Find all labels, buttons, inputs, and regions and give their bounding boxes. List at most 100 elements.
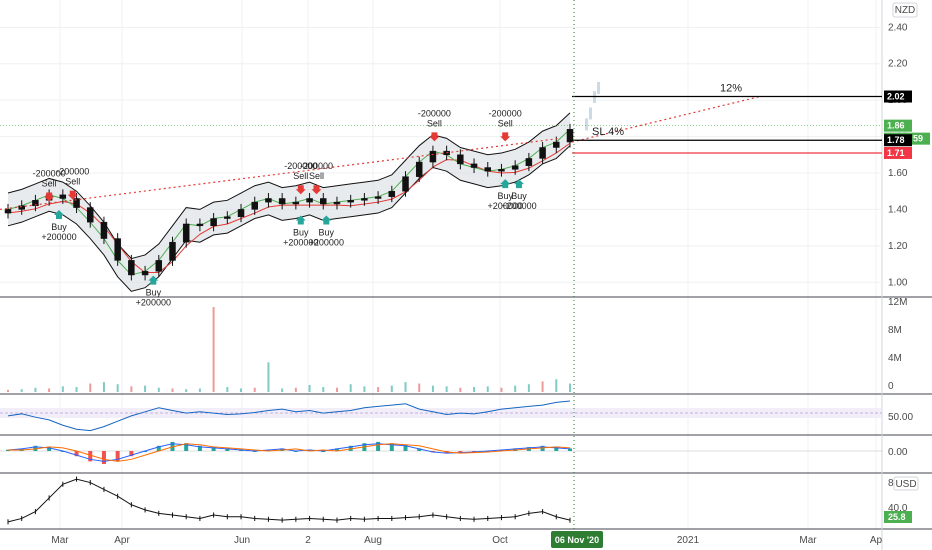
signal-buy-label-3: Buy bbox=[146, 288, 162, 298]
volume-bar bbox=[144, 385, 147, 392]
buy-arrow-icon bbox=[148, 275, 159, 285]
volume-tick-3: 0 bbox=[888, 381, 894, 392]
candle-body bbox=[59, 194, 67, 199]
candle-body bbox=[128, 260, 135, 276]
volume-bar bbox=[102, 382, 105, 392]
volume-bar bbox=[322, 387, 325, 392]
volume-bar bbox=[116, 384, 119, 392]
buy-arrow-icon bbox=[321, 215, 332, 225]
signal-sell-label-0: Sell bbox=[42, 178, 57, 188]
signal-sell-label-1: Sell bbox=[65, 177, 80, 187]
macd-histogram-bar bbox=[88, 451, 93, 462]
currency-label: NZD bbox=[895, 5, 916, 16]
macd-histogram-bar bbox=[225, 448, 230, 451]
signal-sell-qty-1: -200000 bbox=[56, 167, 89, 177]
price-badge-1 bbox=[884, 119, 912, 132]
volume-bar bbox=[171, 388, 174, 392]
candle-body bbox=[361, 198, 368, 201]
usd-tick-1: 40.0 bbox=[888, 503, 908, 514]
volume-bar bbox=[418, 383, 421, 392]
candle-body bbox=[470, 163, 478, 168]
candle-body bbox=[525, 158, 533, 166]
volume-bar bbox=[75, 387, 78, 392]
buy-arrow-icon bbox=[500, 179, 511, 189]
x-tick-5: Oct bbox=[492, 535, 508, 546]
candle-body bbox=[292, 201, 300, 205]
oscillator-line bbox=[7, 400, 571, 432]
buy-arrow-icon bbox=[295, 215, 306, 225]
volume-bar bbox=[294, 387, 297, 392]
macd-histogram-bar bbox=[129, 451, 134, 457]
volume-bar bbox=[308, 384, 311, 392]
volume-bar bbox=[61, 386, 64, 392]
sell-arrow-icon bbox=[429, 132, 440, 142]
volume-bar bbox=[7, 389, 9, 392]
volume-bar bbox=[363, 386, 366, 392]
sell-arrow-icon bbox=[295, 185, 306, 195]
candle-body bbox=[429, 150, 437, 163]
currency-box bbox=[892, 2, 918, 18]
projection-candle bbox=[585, 118, 588, 131]
volume-bar bbox=[486, 386, 489, 392]
volume-bar bbox=[404, 382, 407, 392]
x-tick-4: Aug bbox=[364, 535, 382, 546]
x-tick-0: Mar bbox=[51, 535, 69, 546]
candle-body bbox=[539, 147, 546, 159]
trendline-target bbox=[571, 95, 761, 143]
candle-body bbox=[73, 198, 80, 208]
macd-histogram-bar bbox=[33, 445, 38, 451]
candle-body bbox=[196, 223, 204, 227]
candle-body bbox=[100, 221, 108, 239]
oscillator-tick: 50.00 bbox=[888, 412, 913, 423]
candle-body bbox=[169, 241, 176, 261]
macd-signal-line bbox=[8, 443, 571, 462]
candle-body bbox=[484, 167, 492, 172]
x-tick-2: Jun bbox=[234, 535, 250, 546]
signal-buy-label-2: Buy bbox=[51, 222, 67, 232]
candle-body bbox=[182, 223, 190, 243]
bollinger-lower-line bbox=[7, 145, 571, 292]
candle-body bbox=[320, 198, 327, 205]
macd-histogram-bar bbox=[156, 445, 161, 451]
candle-body bbox=[374, 196, 382, 199]
signal-buy-label-7: Buy bbox=[319, 228, 335, 238]
candle-body bbox=[18, 205, 25, 210]
x-tick-7: Mar bbox=[799, 535, 817, 546]
volume-bar bbox=[212, 307, 215, 392]
sell-arrow-icon bbox=[67, 190, 78, 200]
volume-bar bbox=[349, 384, 352, 392]
volume-bar bbox=[240, 388, 243, 392]
candle-body bbox=[86, 207, 94, 223]
candle-body bbox=[210, 218, 217, 227]
candle-body bbox=[155, 260, 163, 272]
sell-arrow-icon bbox=[500, 132, 511, 142]
candle-body bbox=[415, 161, 423, 177]
price-badge-text-1: 1.86 bbox=[887, 121, 905, 131]
volume-bar bbox=[281, 388, 284, 392]
usd-tick-0: 8 bbox=[888, 478, 894, 489]
volume-bar bbox=[377, 387, 380, 392]
signal-sell-label-9: Sell bbox=[498, 118, 513, 128]
volume-bar bbox=[226, 387, 229, 392]
usd-currency-label: USD bbox=[895, 479, 916, 490]
signal-sell-qty-9: -200000 bbox=[489, 108, 522, 118]
macd-histogram-bar bbox=[74, 451, 79, 457]
price-tick-6: 1.20 bbox=[888, 241, 908, 252]
volume-bar bbox=[34, 387, 37, 392]
price-badge-0 bbox=[884, 90, 912, 103]
macd-histogram-bar bbox=[348, 445, 353, 451]
signal-sell-qty-5: -200000 bbox=[300, 161, 333, 171]
volume-bar bbox=[20, 389, 23, 392]
volume-bar bbox=[473, 387, 476, 392]
volume-bar bbox=[569, 383, 571, 392]
candle-body bbox=[32, 200, 39, 207]
macd-histogram-bar bbox=[458, 451, 463, 454]
signal-sell-qty-4: -200000 bbox=[284, 161, 317, 171]
price-tick-1: 2.20 bbox=[888, 59, 908, 70]
price-badge-4 bbox=[884, 146, 912, 159]
volume-tick-1: 8M bbox=[888, 325, 902, 336]
price-badge-text-4: 1.71 bbox=[887, 148, 905, 158]
x-tick-3: 2 bbox=[305, 535, 311, 546]
signal-buy-qty-3: +200000 bbox=[136, 298, 171, 308]
trendline-upper bbox=[0, 137, 561, 211]
